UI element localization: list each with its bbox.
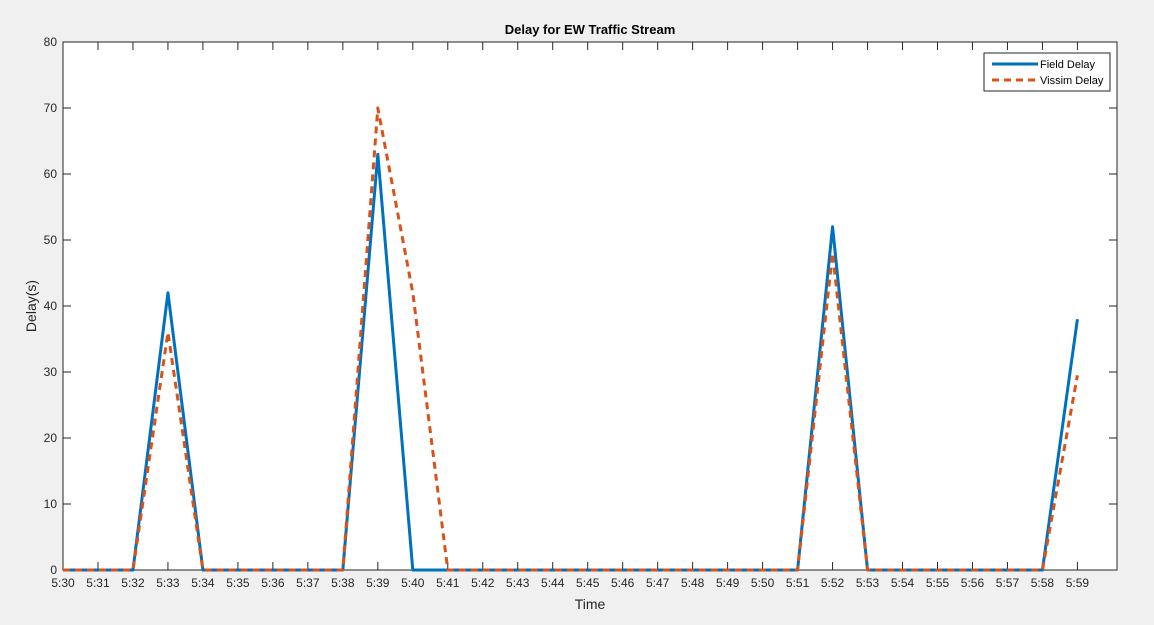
x-tick-label: 5:38	[331, 576, 355, 590]
x-tick-label: 5:36	[261, 576, 285, 590]
series-line-vissim-delay	[63, 106, 1079, 572]
legend-entry: Vissim Delay	[1040, 75, 1104, 87]
y-tick-label: 70	[44, 101, 58, 115]
x-tick-label: 5:35	[226, 576, 250, 590]
figure-window: 5:30 5:31 5:32 5:33 5:34 5:35 5:36 5:37 5:38 5:39…	[6, 6, 1148, 619]
y-tick-label: 60	[44, 167, 58, 181]
x-tick-label: 5:56	[961, 576, 985, 590]
y-tick-label: 0	[50, 563, 57, 577]
x-tick-label: 5:58	[1031, 576, 1055, 590]
x-tick-label: 5:54	[891, 576, 915, 590]
y-tick-label: 50	[44, 233, 58, 247]
x-tick-label: 5:41	[436, 576, 460, 590]
y-tick-label: 20	[44, 431, 58, 445]
y-tick-label: 30	[44, 365, 58, 379]
x-tick-label: 5:57	[996, 576, 1020, 590]
x-axis-label: Time	[575, 596, 606, 612]
y-tick-label: 10	[44, 497, 58, 511]
x-tick-label: 5:52	[821, 576, 845, 590]
x-tick-label: 5:59	[1066, 576, 1090, 590]
x-tick-label: 5:51	[786, 576, 810, 590]
delay-line-chart: 5:30 5:31 5:32 5:33 5:34 5:35 5:36 5:37 5:38 5:39…	[23, 22, 1118, 612]
x-tick-label: 5:32	[121, 576, 145, 590]
x-tick-label: 5:30	[51, 576, 75, 590]
x-tick-label: 5:42	[471, 576, 495, 590]
x-tick-label: 5:49	[716, 576, 740, 590]
x-tick-label: 5:48	[681, 576, 705, 590]
x-tick-label: 5:31	[86, 576, 110, 590]
y-tick-label: 80	[44, 35, 58, 49]
x-tick-label: 5:50	[751, 576, 775, 590]
x-tick-label: 5:53	[856, 576, 880, 590]
x-tick-label: 5:46	[611, 576, 635, 590]
x-tick-label: 5:39	[366, 576, 390, 590]
x-tick-label: 5:33	[156, 576, 180, 590]
x-tick-label: 5:37	[296, 576, 320, 590]
legend-box	[983, 52, 1111, 92]
x-tick-label: 5:34	[191, 576, 215, 590]
x-tick-label: 5:44	[541, 576, 565, 590]
legend-entry: Field Delay	[1040, 59, 1096, 71]
y-axis-label: Delay(s)	[23, 280, 39, 332]
chart-title: Delay for EW Traffic Stream	[505, 22, 676, 37]
x-tick-label: 5:55	[926, 576, 950, 590]
x-tick-label: 5:47	[646, 576, 670, 590]
legend: Field Delay Vissim Delay	[983, 52, 1111, 92]
x-tick-label: 5:40	[401, 576, 425, 590]
x-tick-label: 5:43	[506, 576, 530, 590]
y-tick-label: 40	[44, 299, 58, 313]
plot-area	[62, 41, 1118, 571]
x-tick-label: 5:45	[576, 576, 600, 590]
